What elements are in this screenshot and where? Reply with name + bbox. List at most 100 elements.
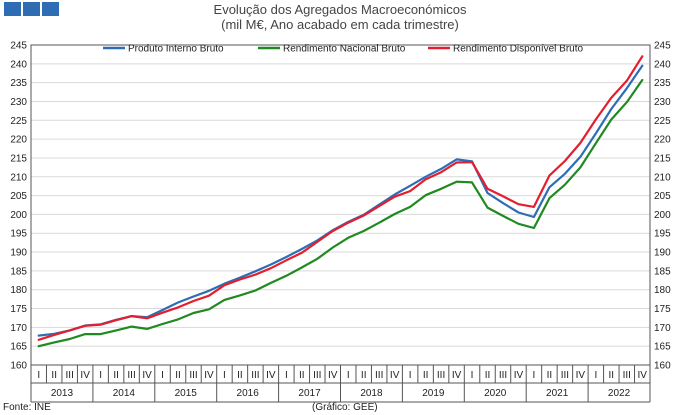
y-tick-label-right: 215 xyxy=(654,153,671,164)
x-quarter-label: II xyxy=(485,370,491,381)
x-quarter-label: IV xyxy=(266,370,276,381)
logo-block-icon xyxy=(4,2,21,16)
y-tick-label-left: 220 xyxy=(10,135,27,146)
x-year-label: 2016 xyxy=(237,388,260,399)
x-quarter-label: II xyxy=(609,370,615,381)
y-tick-label-left: 165 xyxy=(10,342,27,353)
y-tick-label-right: 240 xyxy=(654,59,671,70)
x-quarter-label: II xyxy=(113,370,119,381)
x-quarter-label: III xyxy=(437,370,445,381)
x-quarter-label: II xyxy=(547,370,553,381)
x-quarter-label: I xyxy=(594,370,597,381)
legend-label-3: Rendimento Disponível Bruto xyxy=(453,44,584,55)
y-tick-label-right: 245 xyxy=(654,41,671,52)
legend-label-1: Produto Interno Bruto xyxy=(128,44,224,55)
series-lines xyxy=(37,55,644,348)
x-quarter-label: I xyxy=(161,370,164,381)
x-quarter-label: II xyxy=(299,370,305,381)
y-tick-label-left: 225 xyxy=(10,116,27,127)
y-tick-label-right: 160 xyxy=(654,361,671,372)
x-quarter-label: IV xyxy=(576,370,586,381)
y-tick-label-left: 240 xyxy=(10,59,27,70)
y-tick-label-left: 215 xyxy=(10,153,27,164)
ine-logo xyxy=(4,2,59,16)
series-line-1 xyxy=(37,64,644,337)
gridlines xyxy=(31,44,650,366)
y-tick-label-right: 195 xyxy=(654,229,671,240)
x-quarter-label: III xyxy=(251,370,259,381)
y-tick-label-left: 170 xyxy=(10,323,27,334)
x-quarter-label: I xyxy=(285,370,288,381)
x-quarter-label: IV xyxy=(514,370,524,381)
y-tick-label-left: 180 xyxy=(10,285,27,296)
logo-block-icon xyxy=(42,2,59,16)
x-quarter-label: IV xyxy=(328,370,338,381)
axes: 160 160 165 165 170 170 175 175 180 180 185 185 190 1… xyxy=(10,41,671,403)
x-year-label: 2018 xyxy=(360,388,383,399)
y-tick-label-right: 200 xyxy=(654,210,671,221)
legend-label-2: Rendimento Nacional Bruto xyxy=(283,44,406,55)
x-quarter-label: II xyxy=(423,370,429,381)
x-quarter-label: III xyxy=(499,370,507,381)
y-tick-label-left: 190 xyxy=(10,248,27,259)
x-quarter-label: III xyxy=(623,370,631,381)
y-tick-label-right: 210 xyxy=(654,172,671,183)
x-quarter-label: III xyxy=(313,370,321,381)
y-tick-label-left: 245 xyxy=(10,41,27,52)
y-tick-label-right: 220 xyxy=(654,135,671,146)
x-quarter-label: I xyxy=(533,370,536,381)
chart-credit: (Gráfico: GEE) xyxy=(312,402,378,413)
y-tick-label-right: 235 xyxy=(654,78,671,89)
x-quarter-label: III xyxy=(375,370,383,381)
x-quarter-label: II xyxy=(175,370,181,381)
x-year-label: 2019 xyxy=(422,388,445,399)
x-quarter-label: III xyxy=(561,370,569,381)
y-tick-label-right: 165 xyxy=(654,342,671,353)
y-tick-label-left: 195 xyxy=(10,229,27,240)
x-quarter-label: III xyxy=(66,370,74,381)
chart-subtitle: (mil M€, Ano acabado em cada trimestre) xyxy=(221,17,459,32)
y-tick-label-right: 205 xyxy=(654,191,671,202)
logo-block-icon xyxy=(23,2,40,16)
x-year-label: 2013 xyxy=(51,388,74,399)
y-tick-label-right: 170 xyxy=(654,323,671,334)
y-tick-label-left: 175 xyxy=(10,304,27,315)
y-tick-label-left: 230 xyxy=(10,97,27,108)
chart-title: Evolução dos Agregados Macroeconómicos xyxy=(213,2,467,17)
x-quarter-label: IV xyxy=(204,370,214,381)
y-tick-label-left: 185 xyxy=(10,266,27,277)
source-note: Fonte: INE xyxy=(3,402,51,413)
x-quarter-label: III xyxy=(127,370,135,381)
legend: Produto Interno Bruto Rendimento Nacional… xyxy=(103,44,584,55)
x-year-label: 2017 xyxy=(298,388,321,399)
y-tick-label-left: 235 xyxy=(10,78,27,89)
x-quarter-label: IV xyxy=(452,370,462,381)
y-tick-label-left: 210 xyxy=(10,172,27,183)
x-quarter-label: I xyxy=(471,370,474,381)
x-quarter-label: II xyxy=(51,370,57,381)
x-quarter-label: I xyxy=(223,370,226,381)
series-line-2 xyxy=(37,78,644,348)
x-quarter-label: IV xyxy=(80,370,90,381)
y-tick-label-right: 190 xyxy=(654,248,671,259)
x-quarter-label: II xyxy=(361,370,367,381)
y-tick-label-right: 230 xyxy=(654,97,671,108)
x-year-label: 2021 xyxy=(546,388,569,399)
y-tick-label-right: 180 xyxy=(654,285,671,296)
x-quarter-label: I xyxy=(347,370,350,381)
x-year-label: 2014 xyxy=(113,388,136,399)
y-tick-label-left: 205 xyxy=(10,191,27,202)
y-tick-label-left: 200 xyxy=(10,210,27,221)
x-quarter-label: IV xyxy=(638,370,648,381)
x-year-label: 2020 xyxy=(484,388,507,399)
series-line-3 xyxy=(37,55,644,341)
x-quarter-label: IV xyxy=(142,370,152,381)
y-tick-label-right: 185 xyxy=(654,266,671,277)
x-quarter-label: III xyxy=(189,370,197,381)
y-tick-label-left: 160 xyxy=(10,361,27,372)
y-tick-label-right: 175 xyxy=(654,304,671,315)
x-year-label: 2015 xyxy=(175,388,198,399)
y-tick-label-right: 225 xyxy=(654,116,671,127)
x-quarter-label: IV xyxy=(390,370,400,381)
